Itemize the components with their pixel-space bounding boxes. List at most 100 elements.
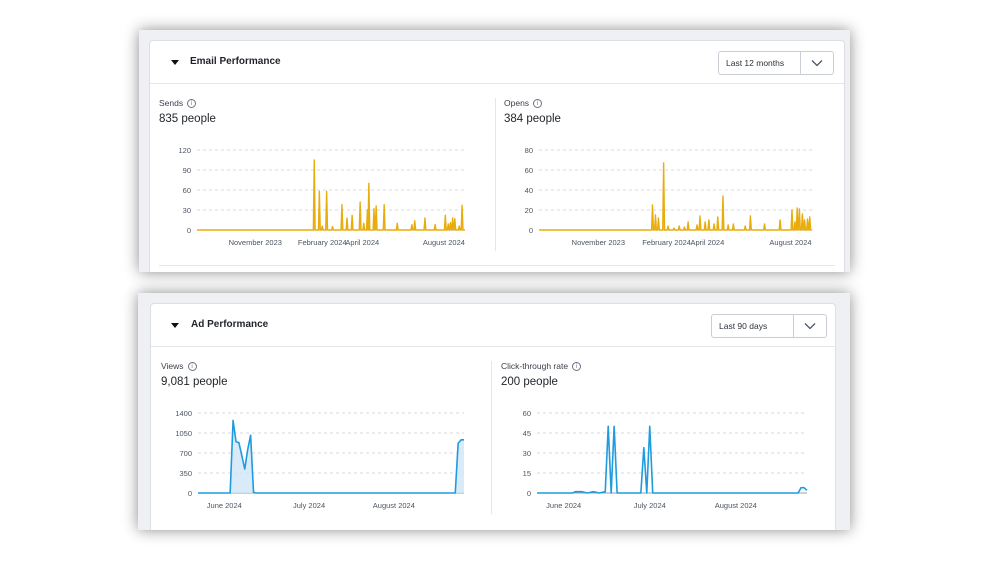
date-range-select[interactable]: Last 12 months	[718, 51, 834, 75]
data-point	[728, 224, 729, 225]
data-point	[679, 225, 680, 226]
data-point	[244, 468, 245, 469]
data-point	[652, 204, 653, 205]
y-tick-label: 90	[183, 166, 191, 175]
y-tick-label: 30	[523, 449, 531, 458]
data-point	[802, 213, 803, 214]
x-tick-label: August 2024	[423, 238, 465, 247]
data-point	[363, 223, 364, 224]
data-point	[745, 225, 746, 226]
data-point	[458, 443, 459, 444]
y-tick-label: 60	[523, 409, 531, 418]
data-point	[460, 439, 461, 440]
data-point	[238, 442, 239, 443]
sends-panel: Sends i 835 people 0 30 60 90 120 November 202…	[159, 98, 479, 248]
x-tick-label: April 2024	[691, 238, 725, 247]
data-point	[649, 426, 650, 427]
series-area	[539, 163, 812, 230]
data-point	[608, 426, 609, 427]
series-area	[198, 420, 464, 493]
y-tick-label: 700	[179, 449, 192, 458]
card-title: Email Performance	[190, 56, 281, 67]
metric-label: Opens i	[504, 98, 543, 108]
data-point	[667, 225, 668, 226]
dropdown-button[interactable]	[793, 315, 826, 337]
data-point	[575, 491, 576, 492]
data-point	[791, 209, 792, 210]
x-tick-label: November 2023	[572, 238, 625, 247]
data-point	[587, 492, 588, 493]
metric-label: Sends i	[159, 98, 197, 108]
data-point	[435, 224, 436, 225]
chevron-down-icon	[804, 323, 816, 330]
y-tick-label: 0	[527, 489, 531, 498]
date-range-select[interactable]: Last 90 days	[711, 314, 827, 338]
data-point	[581, 491, 582, 492]
data-point	[411, 224, 412, 225]
sends-chart: 0 30 60 90 120 November 2023 February 2024Apri…	[178, 146, 465, 247]
data-point	[397, 223, 398, 224]
data-point	[717, 216, 718, 217]
y-tick-label: 80	[525, 146, 533, 155]
y-tick-label: 1400	[175, 409, 192, 418]
data-point	[319, 191, 320, 192]
data-point	[800, 487, 801, 488]
collapse-caret-icon[interactable]	[171, 60, 179, 65]
data-point	[593, 491, 594, 492]
info-icon[interactable]: i	[533, 98, 543, 108]
data-point	[614, 426, 615, 427]
data-point	[688, 221, 689, 222]
y-tick-label: 0	[529, 226, 533, 235]
data-point	[326, 191, 327, 192]
data-point	[314, 159, 315, 160]
x-tick-label: July 2024	[634, 501, 666, 510]
data-point	[572, 492, 573, 493]
data-point	[640, 492, 641, 493]
data-point	[235, 441, 236, 442]
dropdown-button[interactable]	[800, 52, 833, 74]
data-point	[368, 183, 369, 184]
data-point	[617, 492, 618, 493]
ad-performance-screenshot: Ad Performance Last 90 days Views i 9,081…	[138, 293, 850, 530]
data-point	[611, 492, 612, 493]
y-tick-label: 120	[178, 146, 191, 155]
panel-divider	[495, 98, 496, 251]
collapse-caret-icon[interactable]	[171, 323, 179, 328]
data-point	[605, 491, 606, 492]
data-point	[536, 492, 537, 493]
data-point	[663, 162, 664, 163]
info-icon[interactable]: i	[187, 98, 197, 108]
chevron-down-icon	[811, 60, 823, 67]
views-chart: 0 350 700 1050 1400 June 2024 July 2024 August …	[175, 409, 464, 510]
data-point	[461, 205, 462, 206]
data-point	[463, 439, 464, 440]
data-point	[713, 223, 714, 224]
y-tick-label: 0	[188, 489, 192, 498]
ctr-label: Click-through rate	[501, 361, 569, 371]
data-point	[780, 219, 781, 220]
y-tick-label: 30	[183, 206, 191, 215]
data-point	[658, 217, 659, 218]
data-point	[750, 215, 751, 216]
data-point	[708, 219, 709, 220]
info-icon[interactable]: i	[572, 361, 582, 371]
info-icon[interactable]: i	[187, 361, 197, 371]
sends-value: 835 people	[159, 113, 216, 125]
data-point	[646, 492, 647, 493]
metric-label: Click-through rate i	[501, 361, 582, 371]
data-point	[322, 225, 323, 226]
data-point	[256, 492, 257, 493]
data-point	[232, 420, 233, 421]
data-point	[794, 221, 795, 222]
data-point	[764, 223, 765, 224]
metric-label: Views i	[161, 361, 197, 371]
data-point	[360, 201, 361, 202]
data-point	[450, 222, 451, 223]
data-point	[809, 216, 810, 217]
data-point	[367, 209, 368, 210]
email-performance-screenshot: Email Performance Last 12 months Sends i …	[139, 30, 850, 272]
x-tick-label: August 2024	[769, 238, 811, 247]
x-tick-label: July 2024	[293, 501, 325, 510]
data-point	[722, 195, 723, 196]
data-point	[250, 435, 251, 436]
